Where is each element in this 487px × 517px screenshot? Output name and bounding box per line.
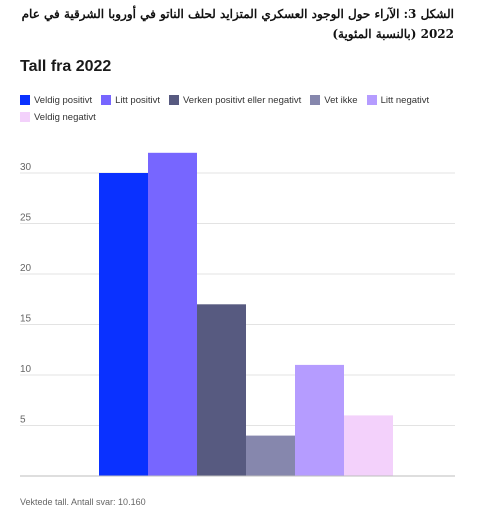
chart-legend: Veldig positivt Litt positivt Verken posit… [20, 93, 460, 124]
legend-swatch [310, 95, 321, 105]
y-tick-label: 5 [20, 415, 26, 426]
bar [344, 415, 393, 476]
legend-item: Veldig negativt [20, 110, 96, 124]
legend-label: Verken positivt eller negativt [182, 94, 302, 106]
figure-caption: الشكل 3: الآراء حول الوجود العسكري المتز… [21, 7, 454, 41]
bar [295, 364, 344, 476]
y-tick-label: 20 [20, 263, 32, 274]
legend-label: Vet ikke [324, 94, 358, 106]
bar [99, 173, 148, 476]
legend-swatch [20, 112, 30, 122]
legend-swatch [366, 95, 377, 105]
legend-item: Litt negativt [366, 93, 430, 107]
legend-label: Litt positivt [115, 94, 160, 106]
bar [246, 435, 295, 476]
chart-footnote: Vektede tall. Antall svar: 10.160 [20, 497, 146, 507]
legend-label: Veldig negativt [34, 111, 96, 123]
legend-swatch [101, 95, 112, 105]
bar-chart: 5 10 15 20 25 30 [20, 152, 455, 477]
legend-swatch [20, 95, 30, 105]
legend-label: Litt negativt [380, 94, 430, 106]
y-tick-label: 10 [20, 364, 32, 375]
y-tick-label: 25 [20, 213, 32, 224]
y-tick-label: 30 [20, 162, 32, 173]
bar [197, 304, 246, 476]
legend-label: Veldig positivt [34, 94, 93, 106]
bar [148, 152, 197, 477]
legend-item: Vet ikke [310, 93, 358, 107]
legend-swatch [168, 95, 179, 105]
legend-item: Verken positivt eller negativt [168, 93, 302, 107]
legend-item: Litt positivt [101, 93, 160, 107]
legend-item: Veldig positivt [20, 93, 92, 107]
chart-title: Tall fra 2022 [20, 58, 112, 75]
y-tick-label: 15 [20, 314, 32, 325]
